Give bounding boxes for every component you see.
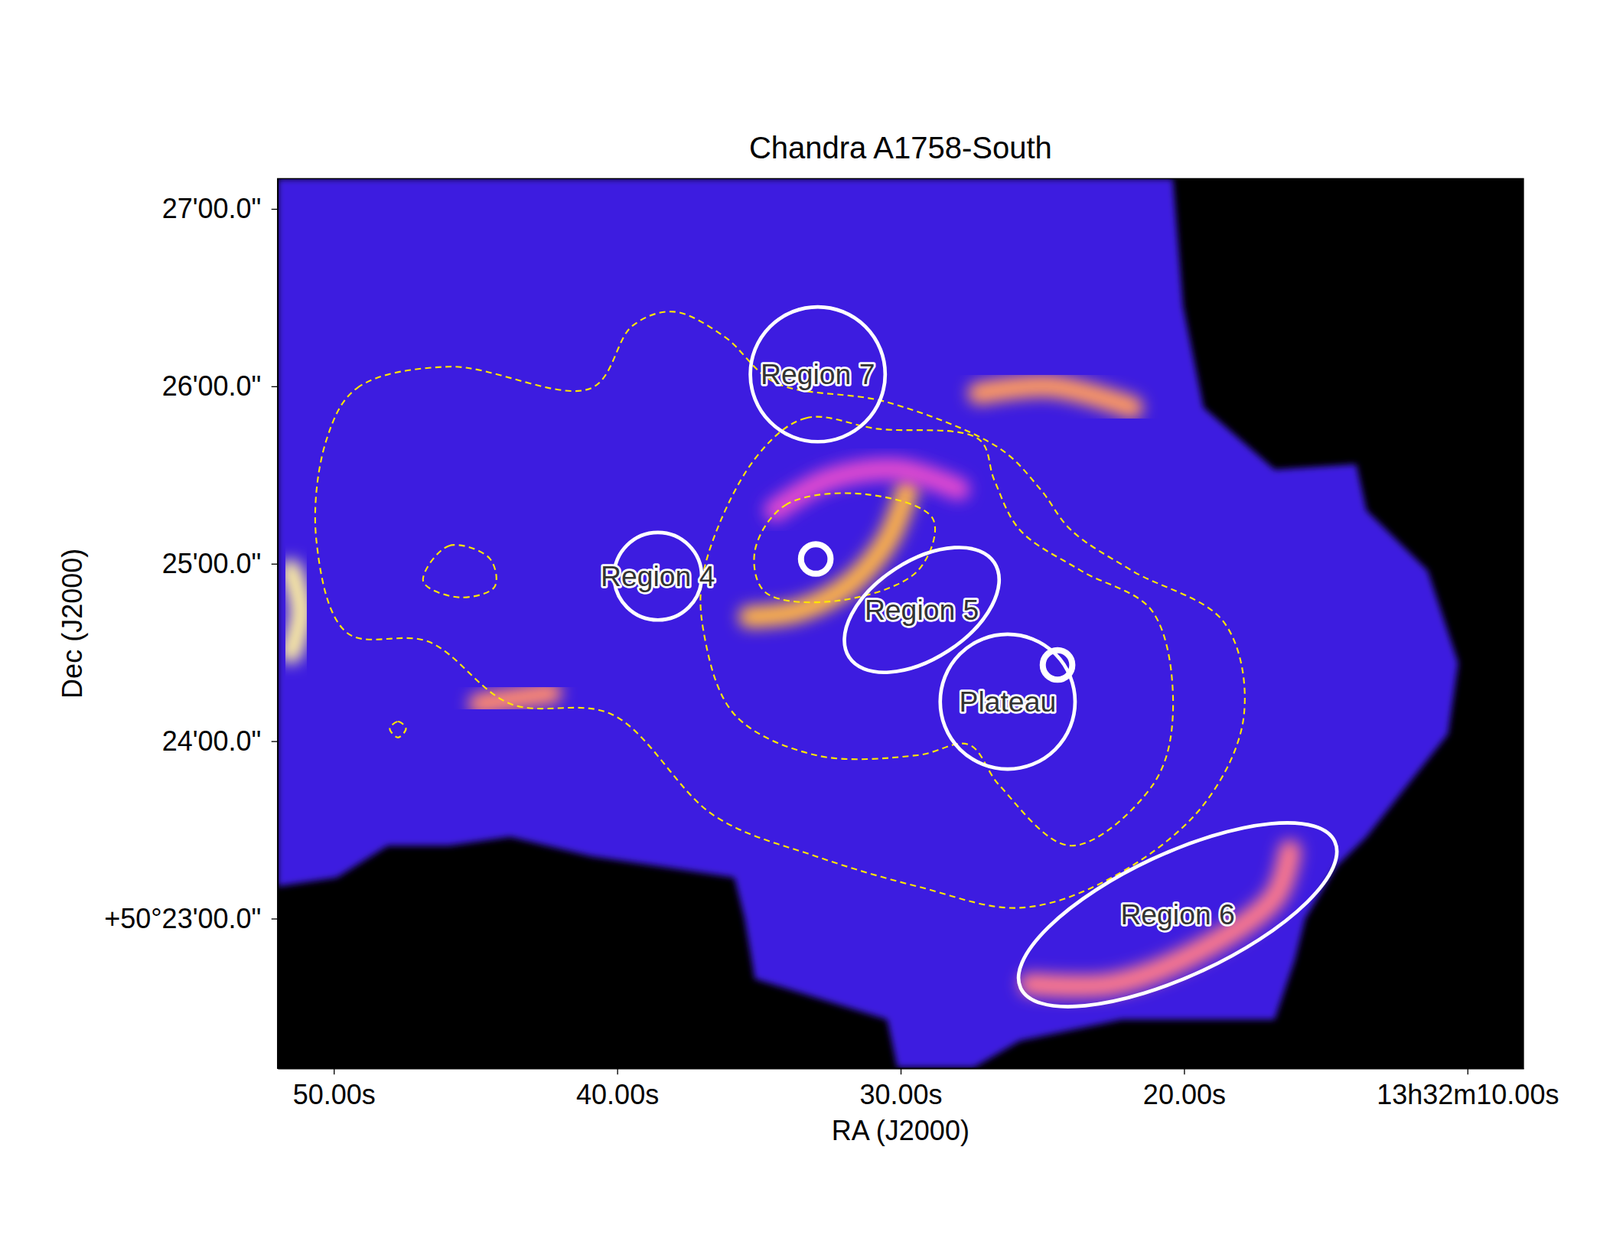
image-footprint <box>277 178 1459 1068</box>
contour <box>315 311 1245 908</box>
chart: Region 7 Region 4 Region 5 Plateau Region 6 5… <box>0 0 1600 1248</box>
x-tick: 50.00s <box>293 1068 376 1111</box>
region-circle <box>801 544 831 574</box>
plot-area <box>277 178 1524 1069</box>
region-label: Region 6 <box>1120 898 1235 931</box>
region-label: Region 5 <box>864 593 979 626</box>
x-tick-label: 20.00s <box>1143 1078 1226 1111</box>
x-tick-label: 40.00s <box>576 1078 659 1111</box>
plot-frame <box>277 178 1524 1069</box>
y-tick: 25'00.0" <box>162 547 278 580</box>
y-tick-mark <box>271 918 278 919</box>
chart-title: Chandra A1758-South <box>749 130 1053 165</box>
emission-feature <box>978 385 1132 408</box>
y-tick-label: 26'00.0" <box>162 370 262 402</box>
y-tick-mark <box>271 563 278 565</box>
emission-feature <box>775 469 959 511</box>
region-labels: Region 7 Region 4 Region 5 Plateau Region 6 <box>600 358 1236 931</box>
x-tick-label: 30.00s <box>859 1078 942 1111</box>
region-label: Plateau <box>959 685 1057 718</box>
region-ellipse <box>822 521 1021 698</box>
emission-feature <box>479 693 551 704</box>
contour <box>423 544 497 598</box>
contour <box>700 417 1174 847</box>
emission-feature <box>1029 850 1291 987</box>
y-tick-label: 25'00.0" <box>162 547 262 580</box>
region-circle <box>1042 650 1073 681</box>
x-tick: 20.00s <box>1143 1068 1226 1111</box>
region-label: Region 7 <box>760 358 875 391</box>
x-tick-label: 50.00s <box>293 1078 376 1111</box>
region-circle <box>750 306 886 442</box>
x-tick: 13h32m10.00s <box>1376 1068 1559 1111</box>
y-tick: 26'00.0" <box>162 370 278 402</box>
region-circle <box>940 634 1076 770</box>
regions <box>614 306 1362 1044</box>
x-tick-mark <box>333 1068 335 1075</box>
y-axis-title: Dec (J2000) <box>56 548 88 699</box>
x-tick: 40.00s <box>576 1068 659 1111</box>
y-tick-label: 24'00.0" <box>162 725 262 757</box>
contour <box>389 721 406 738</box>
emission-feature <box>290 570 301 653</box>
y-tick: 27'00.0" <box>162 192 278 225</box>
y-tick: 24'00.0" <box>162 725 278 757</box>
y-axis-line <box>277 179 279 1069</box>
y-tick-label: +50°23'00.0" <box>104 902 261 935</box>
y-tick: +50°23'00.0" <box>104 902 278 935</box>
x-tick: 30.00s <box>859 1068 942 1111</box>
x-axis: 50.00s 40.00s 30.00s 20.00s 13h32m10.00s <box>277 1068 1559 1111</box>
plot-background <box>277 178 1524 1069</box>
y-tick-mark <box>271 208 278 210</box>
region-ellipse <box>994 785 1361 1043</box>
x-tick-mark <box>616 1068 618 1075</box>
region-label: Region 4 <box>600 560 715 593</box>
y-axis: +50°23'00.0" 24'00.0" 25'00.0" 26'00.0" 27'0… <box>104 179 278 1069</box>
y-tick-mark <box>271 386 278 388</box>
x-tick-mark <box>900 1068 902 1075</box>
y-tick-mark <box>271 740 278 742</box>
x-tick-mark <box>1467 1068 1469 1075</box>
y-tick-label: 27'00.0" <box>162 192 262 225</box>
x-axis-title: RA (J2000) <box>831 1114 970 1147</box>
x-tick-label: 13h32m10.00s <box>1376 1078 1559 1111</box>
x-tick-mark <box>1183 1068 1185 1075</box>
contour <box>753 493 936 603</box>
